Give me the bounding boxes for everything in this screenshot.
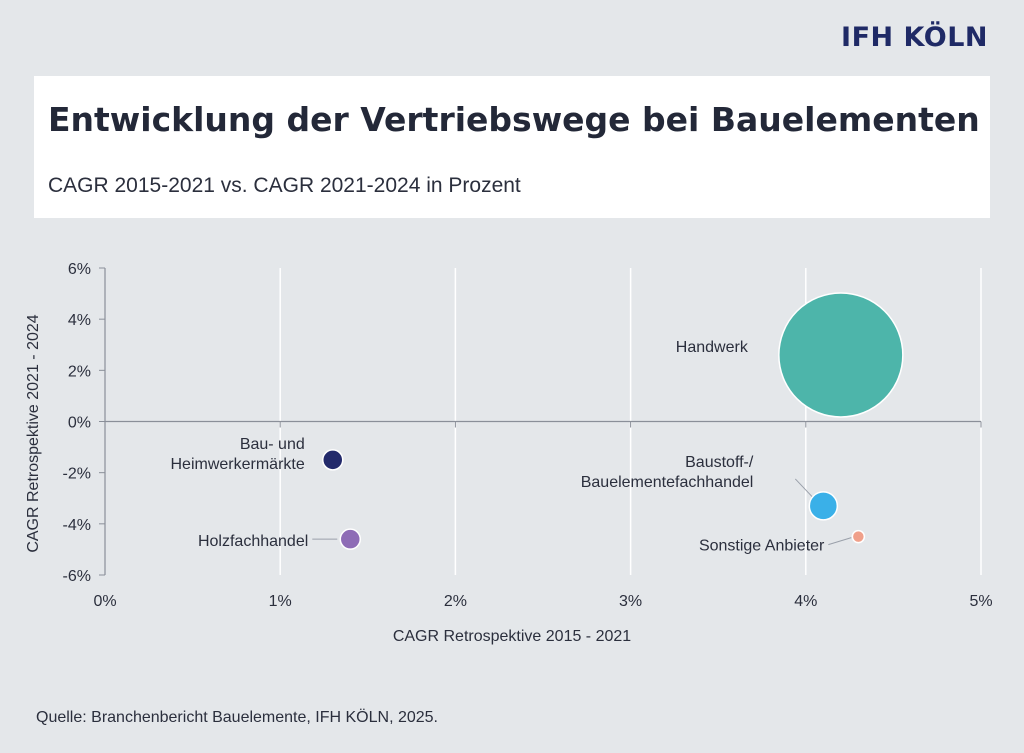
data-point xyxy=(808,491,839,521)
y-axis-label: CAGR Retrospektive 2021 - 2024 xyxy=(25,314,42,552)
data-label: Handwerk xyxy=(676,339,749,356)
y-tick-label: 0% xyxy=(68,415,91,432)
y-tick-label: -6% xyxy=(63,568,91,585)
data-point xyxy=(778,292,904,418)
chart-subtitle: CAGR 2015-2021 vs. CAGR 2021-2024 in Pro… xyxy=(48,174,521,197)
y-tick-label: 6% xyxy=(68,261,91,278)
x-tick-label: 5% xyxy=(969,593,992,610)
y-tick-label: -4% xyxy=(63,517,91,534)
x-axis-label: CAGR Retrospektive 2015 - 2021 xyxy=(393,628,631,645)
x-tick-label: 3% xyxy=(619,593,642,610)
source-note: Quelle: Branchenbericht Bauelemente, IFH… xyxy=(36,709,438,726)
data-point xyxy=(322,449,344,471)
x-tick-label: 0% xyxy=(93,593,116,610)
chart-title: Entwicklung der Vertriebswege bei Bauele… xyxy=(48,100,980,139)
title-card: Entwicklung der Vertriebswege bei Bauele… xyxy=(34,76,990,218)
data-label: Bau- und Heimwerkermärkte xyxy=(171,436,305,473)
leader-line xyxy=(794,478,814,499)
leader-line xyxy=(828,537,852,546)
x-tick-label: 1% xyxy=(269,593,292,610)
y-tick-label: 4% xyxy=(68,312,91,329)
logo: IFH KÖLN xyxy=(841,22,988,53)
y-tick-label: -2% xyxy=(63,466,91,483)
data-point xyxy=(851,529,866,544)
data-label: Holzfachhandel xyxy=(198,533,308,550)
data-label: Sonstige Anbieter xyxy=(699,538,825,555)
x-tick-label: 2% xyxy=(444,593,467,610)
data-point xyxy=(339,528,362,550)
y-tick-label: 2% xyxy=(68,363,91,380)
scatter-chart: 6%4%2%0%-2%-4%-6%0% 1% 2% 3% 4% 5%CAGR Retros… xyxy=(25,261,993,645)
x-tick-label: 4% xyxy=(794,593,817,610)
data-label: Baustoff-/Bauelementefachhandel xyxy=(581,454,754,491)
